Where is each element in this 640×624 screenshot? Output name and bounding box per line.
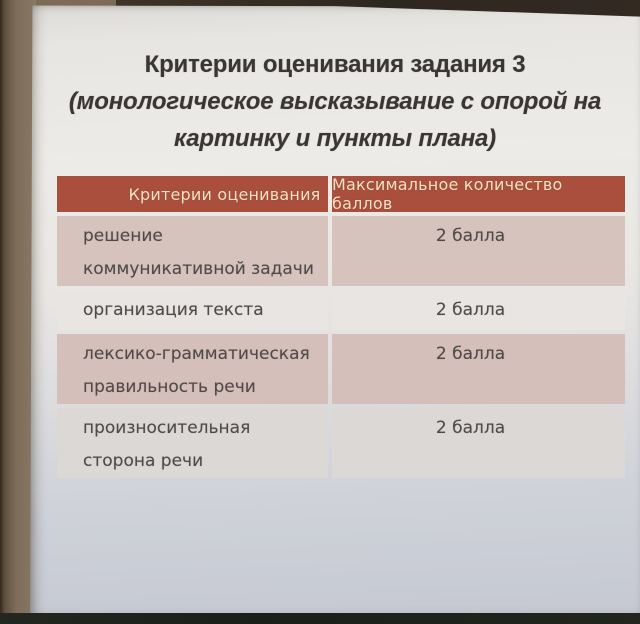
table-row: лексико-грамматическая правильность речи… [57,334,625,404]
table-header-row: Критерии оценивания Максимальное количес… [57,175,625,213]
wall-top-edge [36,0,116,7]
slide-subtitle-line2: картинку и пункты плана) [174,125,496,152]
score-cell: 2 балла [332,334,625,404]
slide-subtitle-line1: (монологическое высказывание с опорой на [68,88,602,115]
criterion-cell: организация текста [57,290,328,330]
criteria-table: Критерии оценивания Максимальное количес… [57,175,625,478]
score-cell: 2 балла [332,290,625,330]
criterion-cell: решение коммуникативной задачи [57,216,328,286]
table-row: решение коммуникативной задачи 2 балла [57,216,625,286]
projected-slide: Критерии оценивания задания 3 (монологич… [30,5,640,614]
table-row: организация текста 2 балла [57,290,625,330]
photo-bottom-edge [0,613,640,624]
criterion-cell: произносительная сторона речи [57,408,328,478]
column-header-criteria: Критерии оценивания [57,176,328,212]
column-header-max-score: Максимальное количество баллов [332,175,625,213]
criterion-cell: лексико-грамматическая правильность речи [57,334,328,404]
score-cell: 2 балла [332,216,625,286]
slide-title: Критерии оценивания задания 3 [144,51,526,78]
score-cell: 2 балла [332,408,625,478]
wall-background [0,0,36,624]
table-row: произносительная сторона речи 2 балла [57,408,625,478]
slide-title-block: Критерии оценивания задания 3 (монологич… [30,6,640,157]
